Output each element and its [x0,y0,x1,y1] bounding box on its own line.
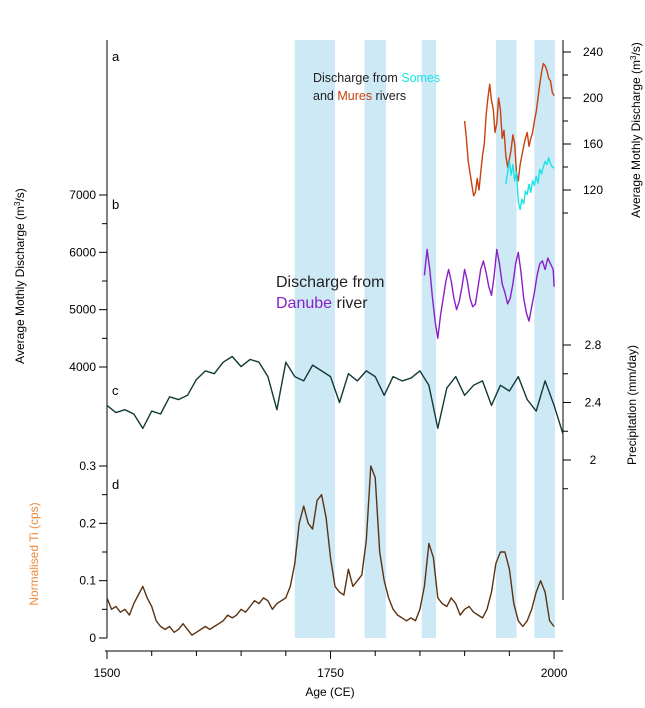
y-tick-label: 120 [583,183,603,197]
series-line-a-1 [505,157,555,211]
annotation-a-line-1: and Mures rivers [313,89,406,103]
annotation-b-line-0: Discharge from [276,274,384,291]
y-tick-label: 7000 [69,188,96,202]
x-tick-label: 1500 [94,666,121,680]
series-line-a-0 [463,62,555,197]
y-tick-label: 2.4 [585,396,602,410]
y-tick-label: 2 [590,453,597,467]
shaded-interval-1 [364,40,386,638]
y-axis-label-a: Average Mothly Discharge (m3/s) [629,42,643,218]
series-line-d-0 [106,465,555,636]
y-tick-label: 2.8 [585,338,602,352]
series-line-c-0 [106,355,564,435]
y-tick-label: 0.2 [79,516,96,530]
series-line-b-0 [423,248,555,339]
panel-letter-a: a [112,49,120,64]
y-tick-label: 0.1 [79,574,96,588]
x-axis-label: Age (CE) [305,685,354,699]
x-tick-label: 1750 [317,666,344,680]
y-axis-label-b: Average Mothly Discharge (m3/s) [13,188,27,364]
panel-letter-b: b [112,197,119,212]
y-tick-label: 6000 [69,245,96,259]
annotation-a-line-0: Discharge from Somes [313,71,440,85]
y-axis-label-c: Precipitation (mm/day) [625,345,639,465]
data-series [106,62,564,636]
shaded-intervals [294,40,555,638]
y-axis-label-d: Normalised Ti (cps) [27,502,41,605]
panel-letter-c: c [112,383,119,398]
annotation-b-line-1: Danube river [276,295,368,312]
shaded-interval-4 [534,40,555,638]
y-tick-label: 160 [583,137,603,151]
text-labels: 1500 1750 2000 Age (CE) 120 160 200 240 4000 5000… [13,42,643,699]
y-tick-label: 0 [89,631,96,645]
y-tick-label: 240 [583,45,603,59]
x-tick-label: 2000 [541,666,568,680]
y-tick-label: 5000 [69,303,96,317]
y-tick-label: 200 [583,91,603,105]
shaded-interval-3 [495,40,517,638]
axes [99,40,571,659]
y-tick-label: 0.3 [79,459,96,473]
panel-letter-d: d [112,477,119,492]
y-tick-label: 4000 [69,360,96,374]
shaded-interval-2 [421,40,437,638]
